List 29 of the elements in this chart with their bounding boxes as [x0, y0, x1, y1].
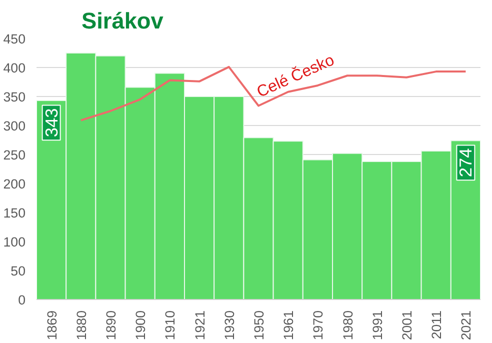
y-tick-label: 150 [3, 206, 26, 220]
x-tick-label: 1980 [340, 310, 356, 340]
chart-title: Sirákov [82, 8, 164, 34]
y-tick-label: 300 [3, 118, 26, 134]
x-tick-label: 1869 [44, 310, 60, 340]
x-tick-label: 1880 [74, 310, 89, 340]
x-tick-label: 1890 [104, 310, 118, 340]
x-tick-label: 1950 [252, 310, 266, 340]
y-tick-label: 400 [3, 60, 26, 76]
y-tick-label: 350 [3, 90, 26, 104]
x-tick-label: 1991 [370, 310, 385, 340]
x-tick-label: 2021 [458, 310, 474, 340]
x-tick-label: 1930 [222, 310, 237, 340]
y-tick-label: 450 [3, 32, 26, 46]
x-tick-label: 1900 [133, 310, 148, 340]
x-tick-label: 1970 [310, 310, 326, 340]
x-tick-label: 2001 [400, 310, 414, 340]
x-tick-label: 2011 [429, 310, 444, 340]
x-tick-label: 1921 [192, 310, 208, 340]
x-tick-label: 1961 [281, 310, 296, 340]
y-tick-label: 250 [3, 148, 26, 162]
y-tick-label: 50 [10, 264, 26, 278]
text: Celé Česko [254, 50, 338, 102]
data-label: 274 [456, 148, 476, 178]
data-label: 343 [41, 108, 62, 138]
y-tick-label: 100 [3, 234, 26, 250]
y-tick-label: 200 [3, 176, 26, 192]
y-tick-label: 0 [18, 292, 26, 308]
x-tick-label: 1910 [162, 310, 178, 340]
